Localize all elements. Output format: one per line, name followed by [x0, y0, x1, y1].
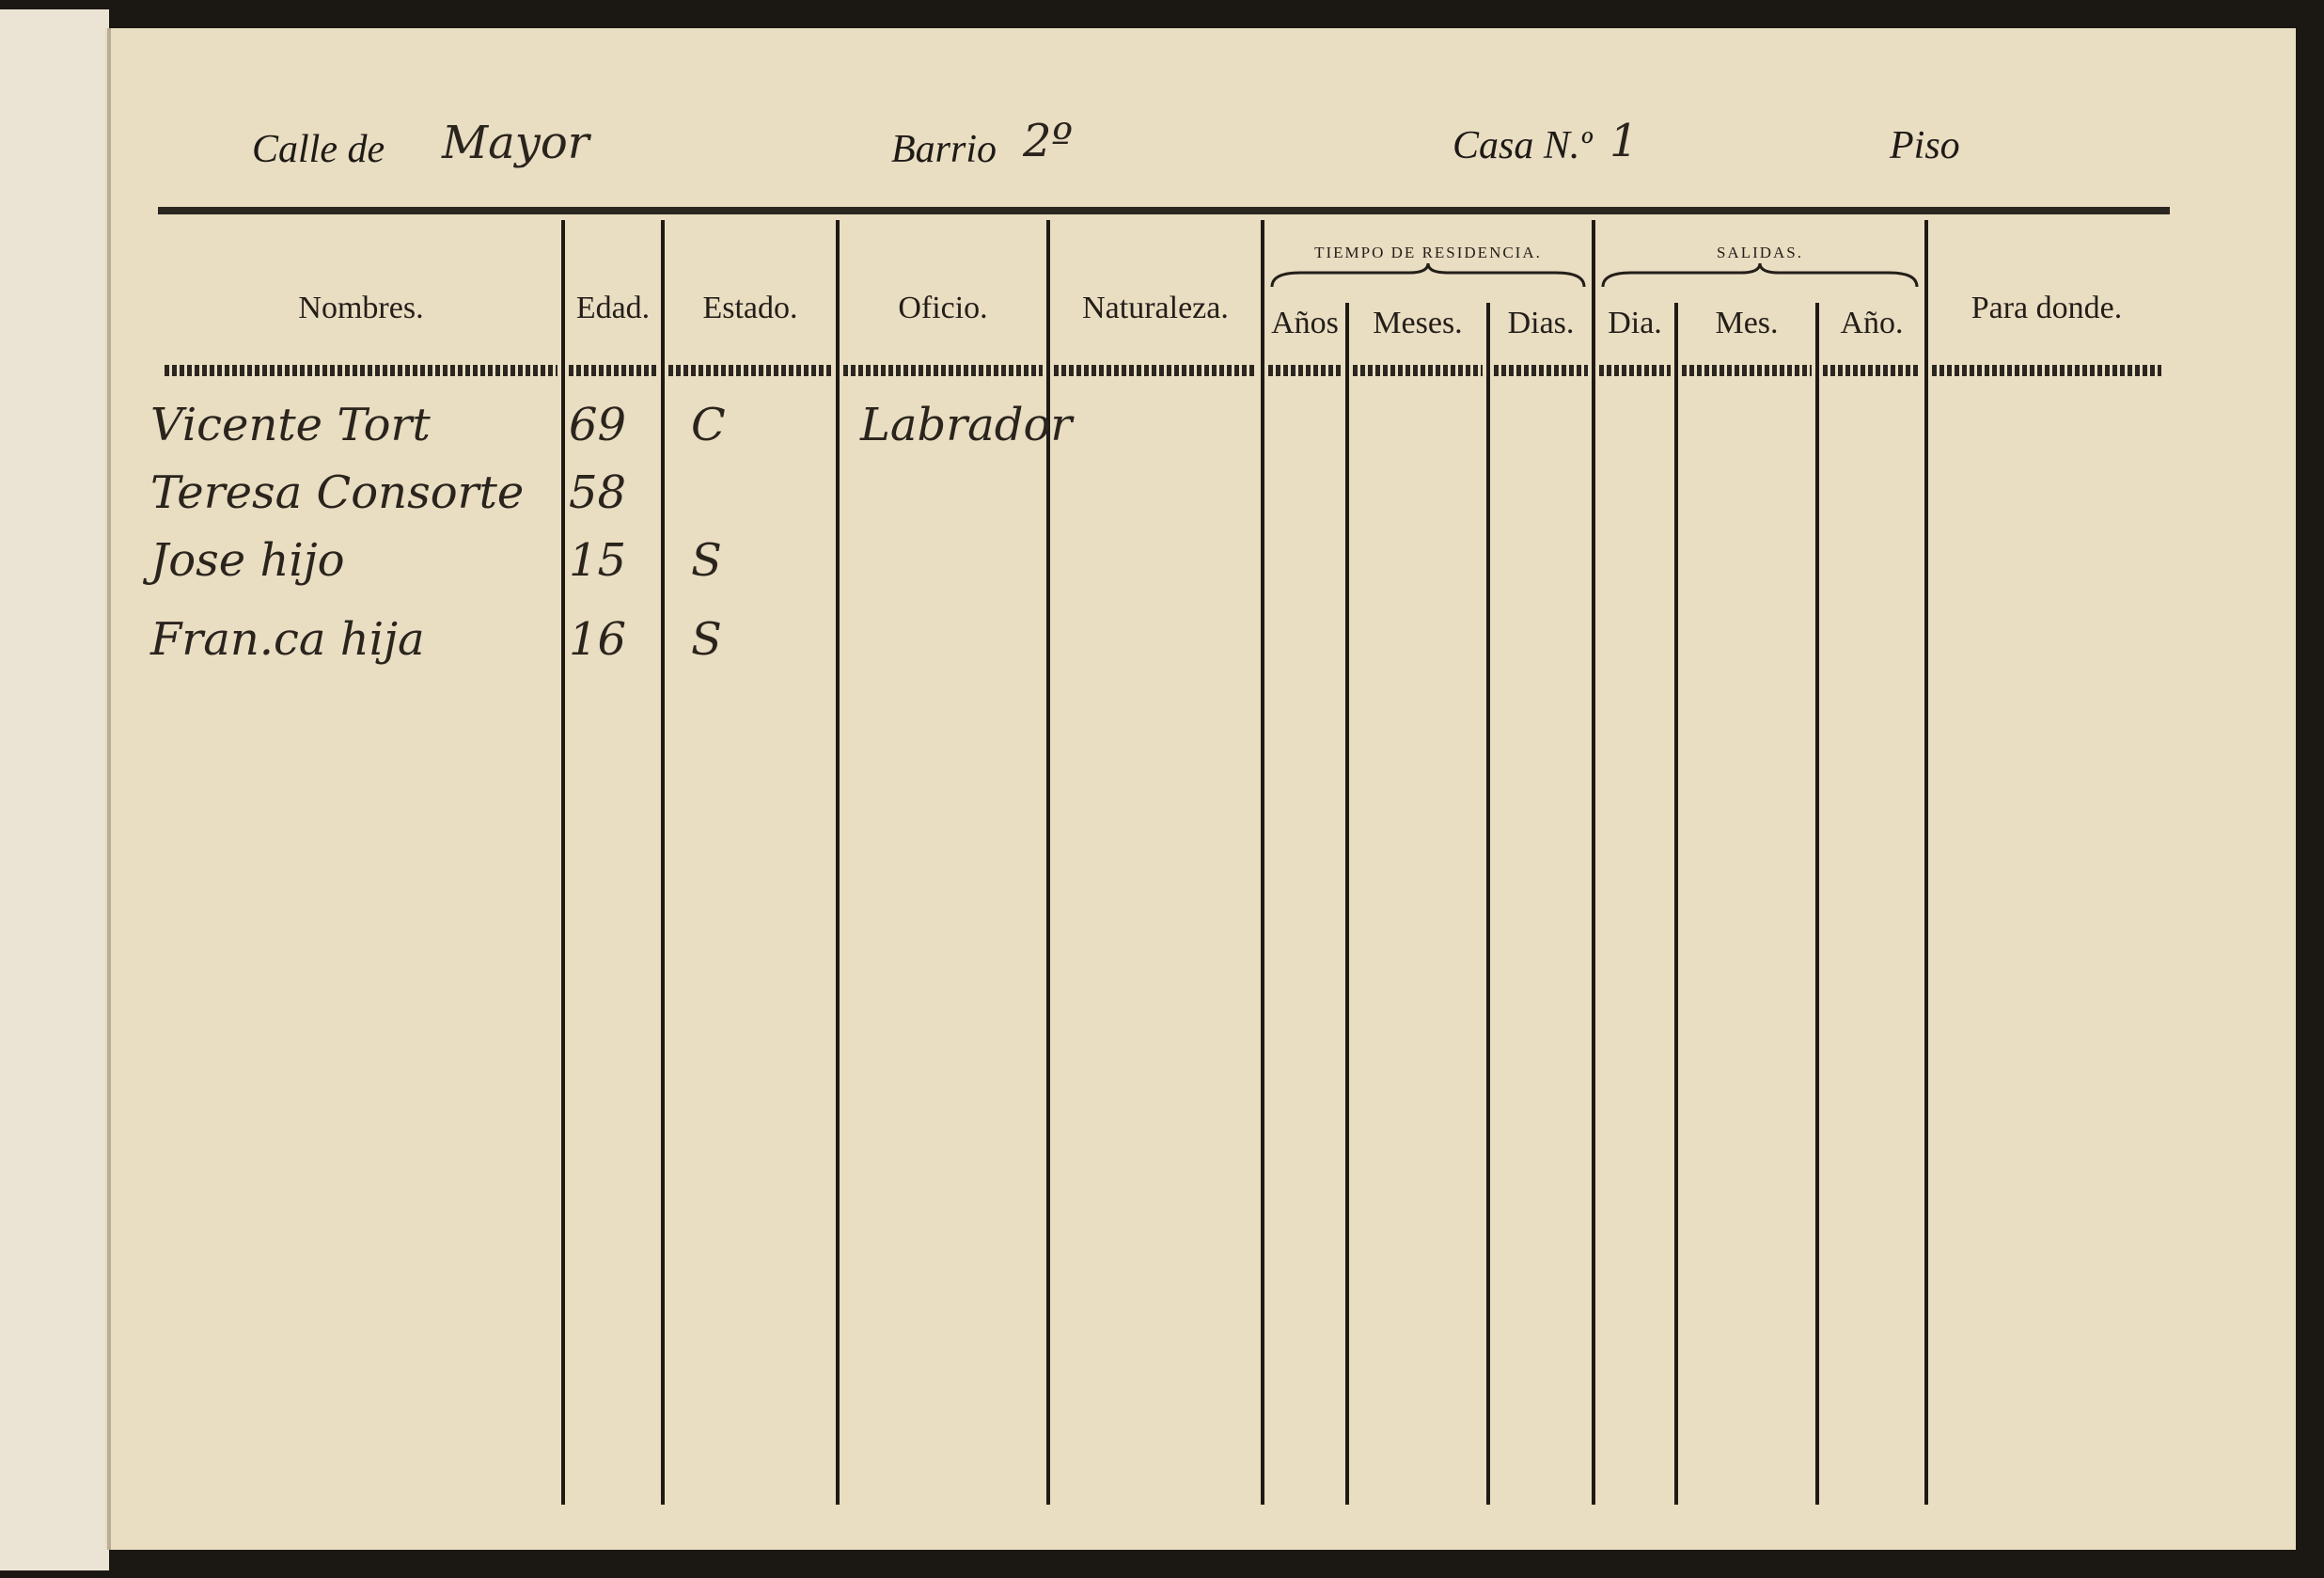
column-header: Naturaleza.: [1082, 291, 1229, 325]
column-header: Edad.: [576, 291, 650, 325]
column-header: Dia.: [1608, 306, 1662, 340]
column-header: Dias.: [1508, 306, 1575, 340]
group-header: TIEMPO DE RESIDENCIA.: [1314, 244, 1542, 261]
paper: [105, 28, 2296, 1550]
entry-age: 58: [569, 466, 626, 519]
column-header: Oficio.: [898, 291, 987, 325]
table: Nombres. Edad. Estado. Oficio. Naturaleza. Añ…: [142, 220, 2161, 1505]
casa-label: Casa N.º: [1452, 124, 1593, 167]
brace: [1601, 262, 1919, 288]
entry-age: 15: [569, 534, 626, 587]
piso-label: Piso: [1889, 124, 1960, 167]
left-page: [0, 9, 109, 1570]
column-header: Mes.: [1715, 306, 1778, 340]
barrio-label: Barrio: [891, 128, 997, 171]
barrio: 2º: [1022, 115, 1073, 167]
column-header: Nombres.: [298, 291, 423, 325]
entry-estado: S: [691, 534, 722, 587]
column-header: Años: [1271, 306, 1339, 340]
entry-age: 69: [569, 399, 626, 451]
entry-oficio: Labrador: [859, 399, 1075, 451]
entry-estado: S: [691, 613, 722, 666]
entry-name: Teresa Consorte: [150, 466, 524, 519]
street: Mayor: [441, 117, 592, 169]
street-label: Calle de: [252, 128, 385, 171]
entry-name: Jose hijo: [142, 534, 344, 587]
entry-age: 16: [569, 613, 626, 666]
group-header: SALIDAS.: [1717, 244, 1803, 261]
column-header: Año.: [1840, 306, 1903, 340]
brace: [1270, 262, 1586, 288]
entry-name: Fran.ca hija: [149, 613, 425, 666]
column-header: Estado.: [702, 291, 797, 325]
column-header: Meses.: [1373, 306, 1462, 340]
column-header: Para donde.: [1971, 291, 2123, 325]
casa: 1: [1610, 115, 1639, 167]
entry-name: Vicente Tort: [150, 399, 431, 451]
entry-estado: C: [691, 399, 726, 451]
